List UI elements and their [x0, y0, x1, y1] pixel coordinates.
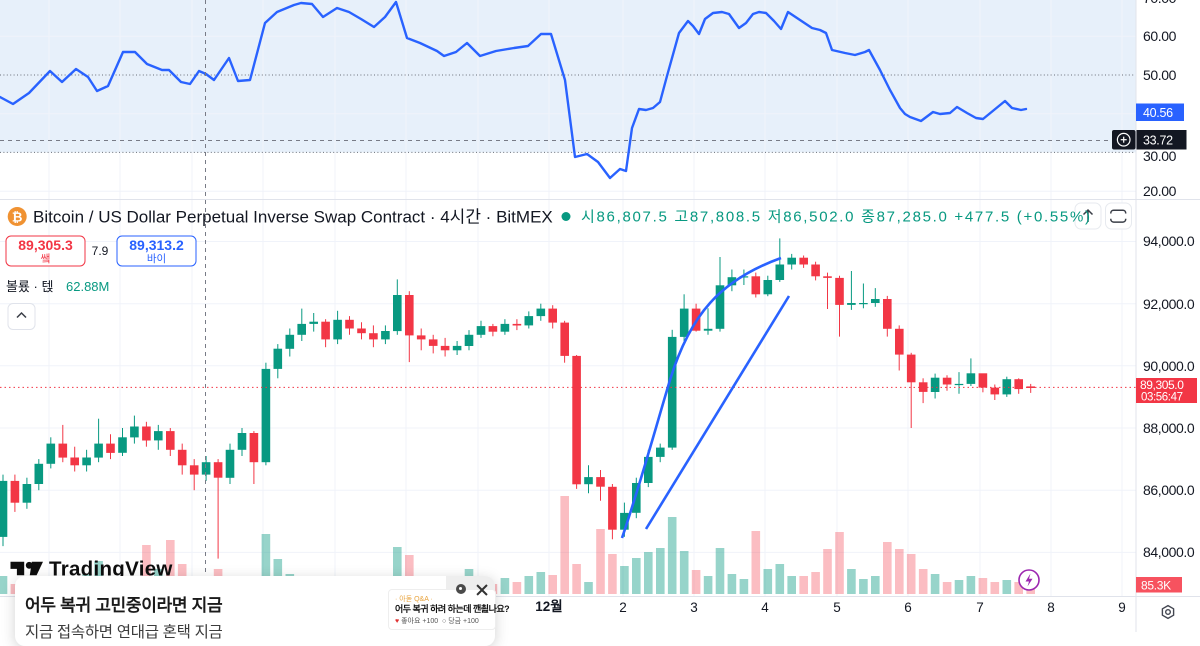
- svg-text:40.56: 40.56: [1143, 106, 1173, 120]
- svg-text:쌬: 쌬: [41, 253, 51, 265]
- svg-text:84,000.0: 84,000.0: [1143, 544, 1195, 560]
- svg-text:20.00: 20.00: [1143, 183, 1177, 199]
- svg-text:TradingView: TradingView: [49, 558, 173, 581]
- svg-text:03:56:47: 03:56:47: [1141, 392, 1183, 404]
- svg-text:2: 2: [619, 600, 627, 615]
- svg-text:90,000.0: 90,000.0: [1143, 358, 1195, 374]
- svg-text:12월: 12월: [535, 598, 562, 614]
- svg-text:85.3K: 85.3K: [1141, 579, 1171, 593]
- svg-text:9: 9: [1118, 600, 1126, 615]
- svg-text:바이: 바이: [147, 253, 166, 265]
- svg-text:₿: ₿: [12, 210, 23, 225]
- svg-text:3: 3: [690, 600, 698, 615]
- svg-text:94,000.0: 94,000.0: [1143, 233, 1195, 249]
- svg-text:7.9: 7.9: [92, 244, 109, 258]
- svg-text:6: 6: [904, 600, 912, 615]
- svg-text:Bitcoin / US Dollar Perpetual: Bitcoin / US Dollar Perpetual Inverse Sw…: [33, 208, 553, 227]
- svg-text:50.00: 50.00: [1143, 67, 1177, 83]
- svg-text:92,000.0: 92,000.0: [1143, 296, 1195, 312]
- svg-text:33.72: 33.72: [1143, 134, 1173, 148]
- svg-text:30.00: 30.00: [1143, 148, 1177, 164]
- svg-text:60.00: 60.00: [1143, 28, 1177, 44]
- svg-text:5: 5: [833, 600, 841, 615]
- svg-text:시86,807.5 고87,808.5 저86,502.0: 시86,807.5 고87,808.5 저86,502.0 종87,285.0 …: [581, 209, 1092, 226]
- svg-text:89,305.3: 89,305.3: [18, 237, 73, 253]
- svg-text:볼룠 · 텑: 볼룠 · 텑: [6, 279, 53, 294]
- svg-text:70.00: 70.00: [1143, 0, 1177, 6]
- svg-text:89,313.2: 89,313.2: [129, 237, 184, 253]
- svg-text:88,000.0: 88,000.0: [1143, 420, 1195, 436]
- svg-text:8: 8: [1047, 600, 1055, 615]
- svg-text:62.88M: 62.88M: [66, 279, 109, 294]
- svg-text:7: 7: [976, 600, 984, 615]
- svg-text:86,000.0: 86,000.0: [1143, 482, 1195, 498]
- svg-text:4: 4: [761, 600, 769, 615]
- svg-text:89,305.0: 89,305.0: [1140, 378, 1184, 392]
